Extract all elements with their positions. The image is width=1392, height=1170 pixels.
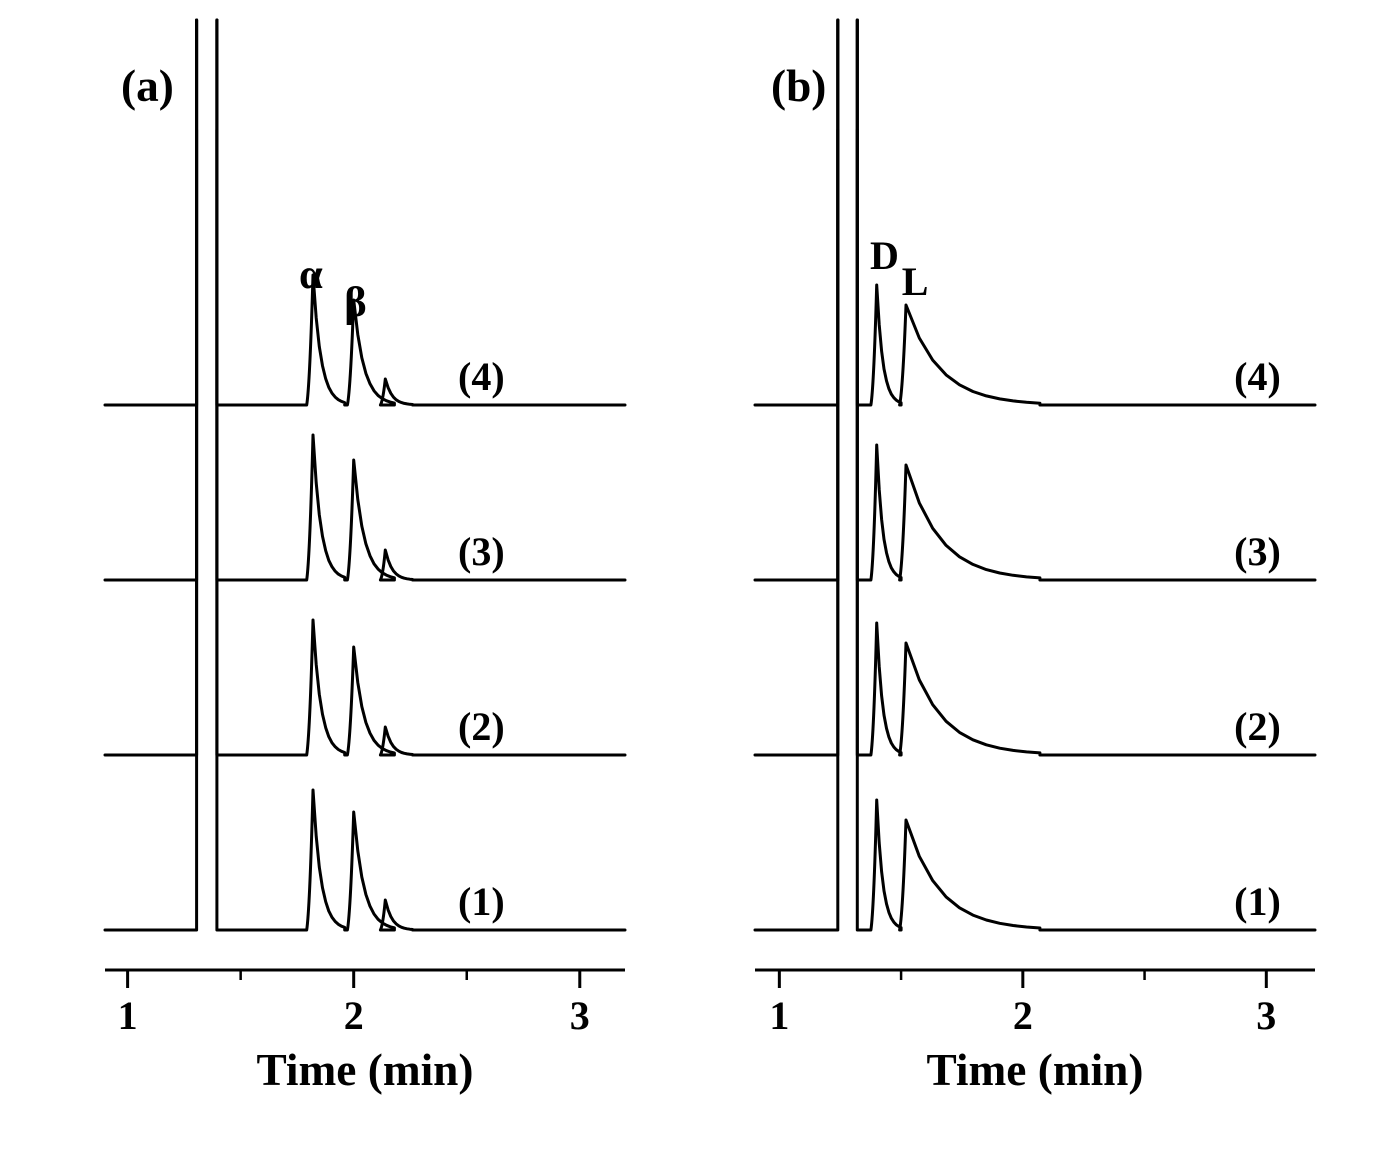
x-tick-label: 1 [113,992,143,1039]
trace-label-1: (1) [1234,878,1281,925]
x-axis-label: Time (min) [105,1044,625,1096]
peak-label: L [902,258,929,305]
chromatogram-trace-1 [105,130,625,930]
panel-label: (a) [121,60,174,112]
trace-label-4: (4) [1234,353,1281,400]
x-tick-label: 3 [565,992,595,1039]
trace-label-1: (1) [458,878,505,925]
trace-label-4: (4) [458,353,505,400]
panel-a: (1) (2) (3) (4) 1 2 3 Time (min) (a) αβ [65,10,655,1170]
trace-label-2: (2) [458,703,505,750]
peak-label: β [344,278,366,327]
trace-label-2: (2) [1234,703,1281,750]
chromatogram-trace-2 [105,20,625,755]
peak-label: α [299,250,323,299]
x-tick-label: 2 [339,992,369,1039]
x-tick-label: 3 [1251,992,1281,1039]
panel-label: (b) [771,60,826,112]
x-tick-label: 1 [764,992,794,1039]
chromatogram-trace-4 [755,20,1315,405]
chromatogram-trace-4 [105,20,625,405]
x-axis-label: Time (min) [755,1044,1315,1096]
trace-label-3: (3) [458,528,505,575]
x-tick-label: 2 [1008,992,1038,1039]
panel-b: (1) (2) (3) (4) 1 2 3 Time (min) (b) DL [715,10,1335,1170]
peak-label: D [870,232,899,279]
panel_a-svg [65,10,655,1070]
chromatogram-figure: (1) (2) (3) (4) 1 2 3 Time (min) (a) αβ (1) (2) (3)… [0,0,1392,1154]
trace-label-3: (3) [1234,528,1281,575]
